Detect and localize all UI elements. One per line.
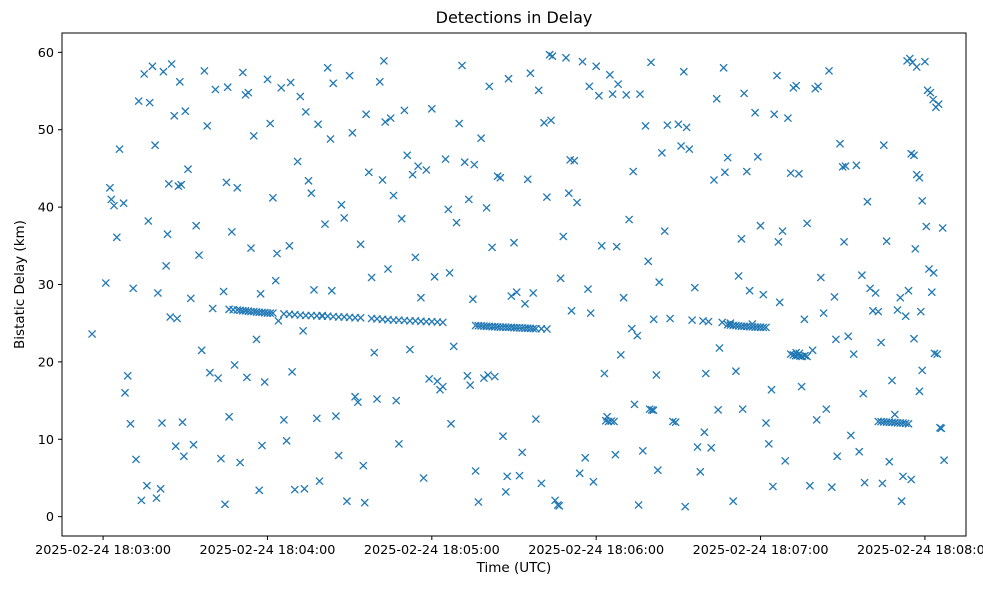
x-tick-label: 2025-02-24 18:05:00	[364, 543, 500, 558]
x-axis-label: Time (UTC)	[476, 560, 552, 576]
x-tick-label: 2025-02-24 18:03:00	[35, 543, 171, 558]
x-tick-label: 2025-02-24 18:04:00	[199, 543, 335, 558]
y-tick-label: 20	[38, 355, 54, 370]
plot-frame	[61, 32, 967, 537]
x-tick-label: 2025-02-24 18:07:00	[693, 543, 829, 558]
y-tick-label: 50	[38, 123, 54, 138]
y-tick-label: 40	[38, 201, 54, 216]
x-tick-label: 2025-02-24 18:08:00	[857, 543, 983, 558]
scatter-points	[88, 50, 948, 511]
plot-title: Detections in Delay	[435, 8, 593, 27]
x-tick-label: 2025-02-24 18:06:00	[528, 543, 664, 558]
y-tick-label: 60	[38, 46, 54, 61]
y-tick-label: 10	[38, 433, 54, 448]
y-tick-label: 0	[46, 510, 54, 525]
y-tick-label: 30	[38, 278, 54, 293]
